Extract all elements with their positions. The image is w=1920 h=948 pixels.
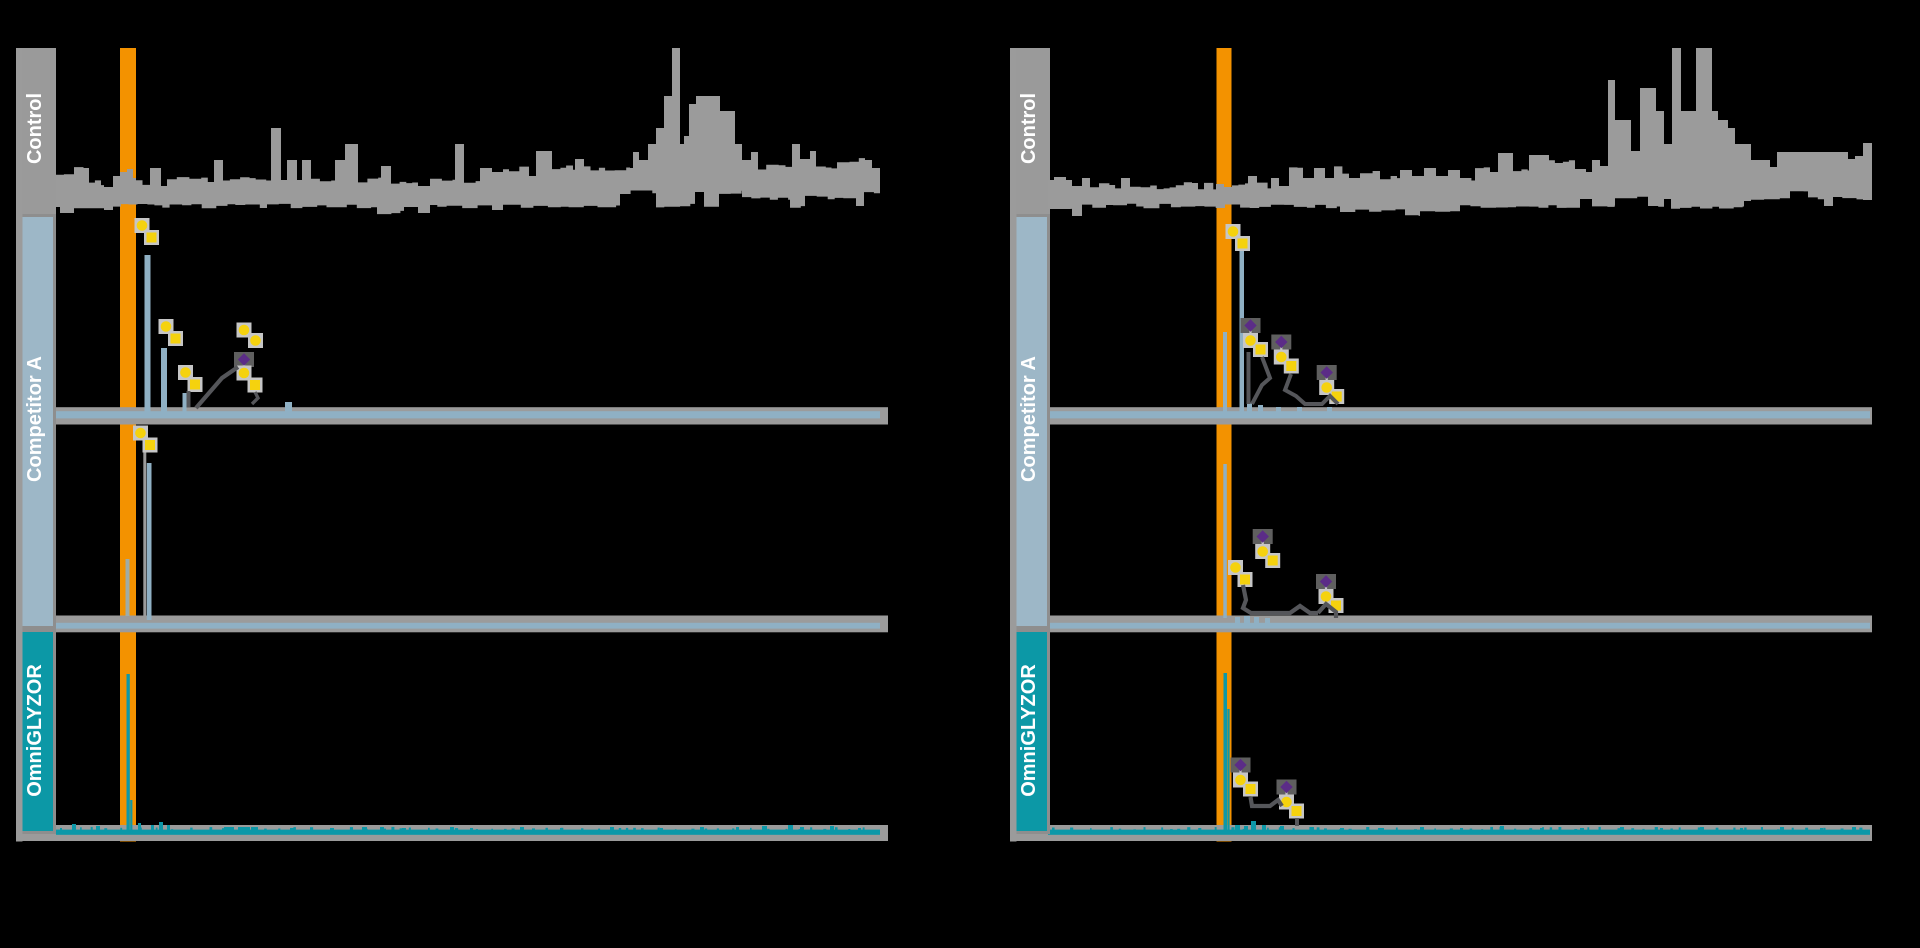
svg-text:Control: Control <box>24 93 46 164</box>
svg-text:Competitor A: Competitor A <box>24 356 46 482</box>
svg-text:OmniGLYZOR: OmniGLYZOR <box>1018 664 1040 797</box>
svg-text:OmniGLYZOR: OmniGLYZOR <box>24 664 46 797</box>
svg-text:Control: Control <box>1018 93 1040 164</box>
svg-text:Competitor A: Competitor A <box>1018 356 1040 482</box>
